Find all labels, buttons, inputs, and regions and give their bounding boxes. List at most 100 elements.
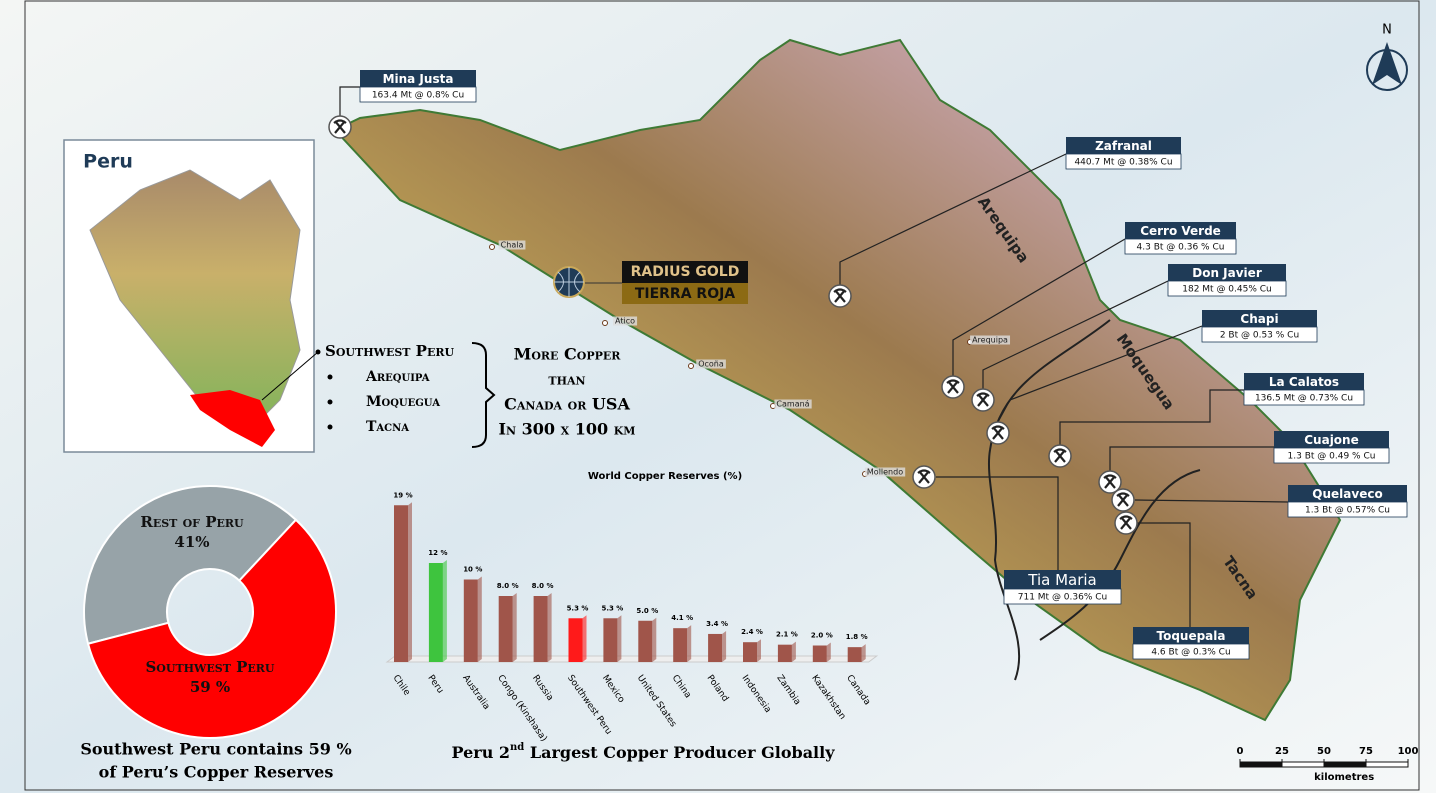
donut-slice xyxy=(83,485,298,645)
bar-value-label: 12 % xyxy=(428,549,447,557)
region-boundary xyxy=(1039,469,1201,641)
mine-resource-bg xyxy=(359,86,477,103)
mine-resource: 4.3 Bt @ 0.36 % Cu xyxy=(1137,243,1225,253)
mine-icon xyxy=(946,379,960,394)
inset-title: Peru xyxy=(83,151,133,173)
bar-side xyxy=(791,641,796,662)
town-dot xyxy=(688,363,694,369)
bar-side xyxy=(477,576,482,662)
project-name-bg xyxy=(622,283,748,304)
bullet-dot xyxy=(327,399,333,405)
bar xyxy=(533,596,548,662)
mine-name-bg xyxy=(1133,627,1249,644)
bar-value-label: 2.1 % xyxy=(776,631,798,639)
bar-side xyxy=(687,625,692,662)
mine-resource: 1.3 Bt @ 0.49 % Cu xyxy=(1288,452,1376,462)
statement-line: than xyxy=(548,370,585,389)
scale-label: 100 xyxy=(1398,746,1419,757)
mine-name-bg xyxy=(1244,373,1364,390)
mine-connector xyxy=(952,238,1126,376)
slice-label: Rest of Peru xyxy=(140,513,244,531)
town-label-bg xyxy=(613,316,638,326)
town-label: Atico xyxy=(615,317,635,326)
bar-side xyxy=(442,560,447,662)
bar-side xyxy=(512,593,517,662)
bar xyxy=(777,644,792,662)
bar-value-label: 1.8 % xyxy=(846,633,868,641)
mine-connector xyxy=(1134,499,1289,503)
bar-side xyxy=(826,642,831,662)
donut-caption: of Peru’s Copper Reserves xyxy=(99,763,334,782)
mine-connector xyxy=(982,280,1169,389)
scale-segment xyxy=(1240,762,1282,767)
bullet-dot xyxy=(327,424,333,430)
bar xyxy=(603,618,618,662)
mine-connector xyxy=(936,476,1059,570)
mine-icon xyxy=(976,392,990,407)
mine-name-bg xyxy=(1288,485,1407,502)
mine-icon xyxy=(917,469,931,484)
bar-side xyxy=(722,630,727,662)
mine-resource: 4.6 Bt @ 0.3% Cu xyxy=(1151,648,1230,658)
scale-label: 25 xyxy=(1275,746,1289,757)
mine-resource: 163.4 Mt @ 0.8% Cu xyxy=(372,91,464,101)
mine-name: Tia Maria xyxy=(1027,571,1097,589)
mine-resource-bg xyxy=(1167,280,1287,297)
mine-resource-bg xyxy=(1201,326,1318,343)
bar-caption: Peru 2nd Largest Copper Producer Globall… xyxy=(451,742,835,762)
mine-resource: 136.5 Mt @ 0.73% Cu xyxy=(1255,394,1353,404)
mine-name-bg xyxy=(1125,222,1236,239)
mine-resource-bg xyxy=(1273,447,1390,464)
mine-resource-bg xyxy=(1243,389,1365,406)
scale-segment xyxy=(1324,762,1366,767)
statement-line: Canada or USA xyxy=(504,395,630,414)
mine-icon xyxy=(1119,515,1133,530)
donut-slice xyxy=(86,518,337,739)
scale-label: 75 xyxy=(1359,746,1373,757)
town-label: Mollendo xyxy=(867,468,903,477)
project-name: TIERRA ROJA xyxy=(635,286,735,302)
bar-side xyxy=(617,615,622,662)
scale-unit: kilometres xyxy=(1314,772,1374,783)
bar-value-label: 4.1 % xyxy=(671,614,693,622)
town-label: Ocoña xyxy=(698,360,724,369)
mine-name-bg xyxy=(1202,310,1317,327)
mine-resource: 711 Mt @ 0.36% Cu xyxy=(1018,593,1108,603)
bar xyxy=(708,633,723,662)
bullet-dot xyxy=(327,374,333,380)
mine-name-bg xyxy=(1004,570,1121,589)
mine-resource-bg xyxy=(1287,501,1408,518)
mine-name: Cuajone xyxy=(1304,433,1359,447)
slice-value: 59 % xyxy=(190,678,230,696)
north-label: N xyxy=(1382,23,1392,38)
bar xyxy=(812,645,827,662)
mine-connector xyxy=(839,153,1067,285)
mine-name: Chapi xyxy=(1240,312,1278,326)
scale-label: 0 xyxy=(1237,746,1244,757)
bar-value-label: 5.3 % xyxy=(601,604,623,612)
mine-name-bg xyxy=(1274,431,1389,448)
mine-icon xyxy=(833,288,847,303)
mine-name: Mina Justa xyxy=(383,72,454,86)
town-label-bg xyxy=(970,335,1011,345)
mine-resource: 440.7 Mt @ 0.38% Cu xyxy=(1074,158,1172,168)
donut-caption: Southwest Peru contains 59 % xyxy=(80,740,351,759)
project-company: RADIUS GOLD xyxy=(631,264,740,280)
slice-label: Southwest Peru xyxy=(145,658,274,676)
mine-name-bg xyxy=(360,70,476,87)
bar-side xyxy=(547,593,552,662)
mine-connector xyxy=(1109,446,1274,471)
bar xyxy=(568,618,583,662)
bar-value-label: 5.3 % xyxy=(567,604,589,612)
bullet-dot xyxy=(315,349,321,355)
bar-side xyxy=(652,617,657,662)
bar-side xyxy=(408,502,412,662)
town-label: Chala xyxy=(501,241,524,250)
bar xyxy=(673,628,688,662)
mine-resource-bg xyxy=(1065,153,1182,170)
town-dot xyxy=(489,244,495,250)
bar xyxy=(638,620,653,662)
statement-line: More Copper xyxy=(514,345,622,364)
mine-resource: 2 Bt @ 0.53 % Cu xyxy=(1220,331,1299,341)
